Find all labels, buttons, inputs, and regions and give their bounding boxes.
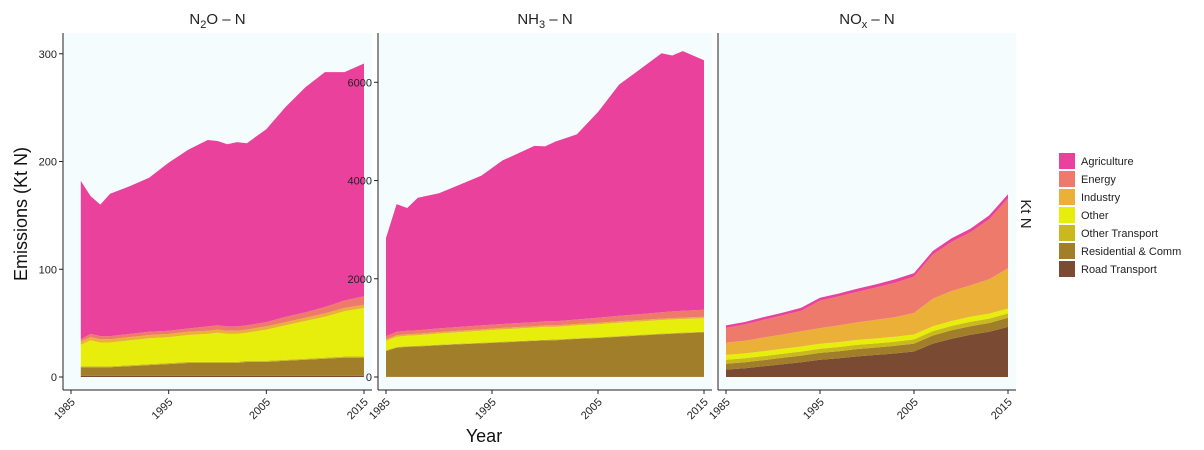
y-tick-label: 300 <box>39 49 57 61</box>
legend-label: Industry <box>1081 192 1121 204</box>
y-tick-label: 0 <box>366 372 372 384</box>
legend-label: Other <box>1081 210 1109 222</box>
y-tick-label: 100 <box>39 264 57 276</box>
legend-swatch-other-transport <box>1059 225 1075 241</box>
legend-label: Agriculture <box>1081 156 1134 168</box>
panel-3: 1985 1995 2005 2015 NOx – N <box>707 11 1016 422</box>
area-energy <box>386 309 704 340</box>
x-tick-label: 2015 <box>989 396 1015 422</box>
area-industry <box>726 268 1008 355</box>
area-other <box>80 308 365 367</box>
legend-label: Other Transport <box>1081 228 1158 240</box>
x-tick-label: 1985 <box>367 396 393 422</box>
area-energy <box>80 296 365 342</box>
panel-title: N2O – N <box>189 11 245 31</box>
area-agriculture <box>80 63 365 340</box>
x-tick-label: 2005 <box>247 396 273 422</box>
area-agriculture <box>386 51 704 337</box>
area-residential-comm <box>726 317 1008 370</box>
legend-label: Energy <box>1081 174 1116 186</box>
legend-swatch-agriculture <box>1059 153 1075 169</box>
area-industry <box>386 316 704 341</box>
y-tick-label: 0 <box>51 372 57 384</box>
y-axis-title: Emissions (Kt N) <box>11 147 31 281</box>
x-tick-label: 1995 <box>150 396 176 422</box>
y-tick-label: 2000 <box>348 274 372 286</box>
y-tick-label: 6000 <box>348 77 372 89</box>
x-tick-label: 1995 <box>801 396 827 422</box>
y-tick-label: 4000 <box>348 176 372 188</box>
area-road-transport <box>80 375 365 377</box>
legend: Agriculture Energy Industry Other Other Tran… <box>1059 153 1181 277</box>
legend-swatch-residential-comm <box>1059 243 1075 259</box>
legend-swatch-road-transport <box>1059 261 1075 277</box>
area-other <box>726 308 1008 360</box>
area-residential-comm <box>80 357 365 376</box>
x-tick-label: 2005 <box>895 396 921 422</box>
legend-swatch-energy <box>1059 171 1075 187</box>
x-tick-label: 2015 <box>685 396 711 422</box>
legend-label: Residential & Comm <box>1081 246 1181 258</box>
panels-group: 0 100 200 300 1985 1995 2005 2015 N2O – N 0 2000 40… <box>39 11 1016 422</box>
right-strip-label: Kt N <box>1017 199 1034 228</box>
legend-swatch-other <box>1059 207 1075 223</box>
y-tick-label: 200 <box>39 157 57 169</box>
x-tick-label: 2005 <box>579 396 605 422</box>
area-other-transport <box>386 331 704 351</box>
x-tick-label: 1985 <box>707 396 733 422</box>
x-tick-label: 1985 <box>52 396 78 422</box>
area-other <box>386 318 704 351</box>
area-energy <box>726 198 1008 343</box>
panel-2: 0 2000 4000 6000 1985 1995 2005 2015 NH3 – N <box>348 11 712 422</box>
x-tick-label: 1995 <box>473 396 499 422</box>
legend-label: Road Transport <box>1081 264 1157 276</box>
panel-title: NOx – N <box>839 11 895 31</box>
x-tick-label: 2015 <box>345 396 371 422</box>
legend-swatch-industry <box>1059 189 1075 205</box>
area-industry <box>80 304 365 345</box>
panel-1: 0 100 200 300 1985 1995 2005 2015 N2O – N <box>39 11 372 422</box>
panel-title: NH3 – N <box>517 11 572 31</box>
area-residential-comm <box>386 332 704 377</box>
x-axis-title: Year <box>466 426 502 446</box>
area-road-transport <box>726 326 1008 377</box>
area-other-transport <box>726 313 1008 364</box>
